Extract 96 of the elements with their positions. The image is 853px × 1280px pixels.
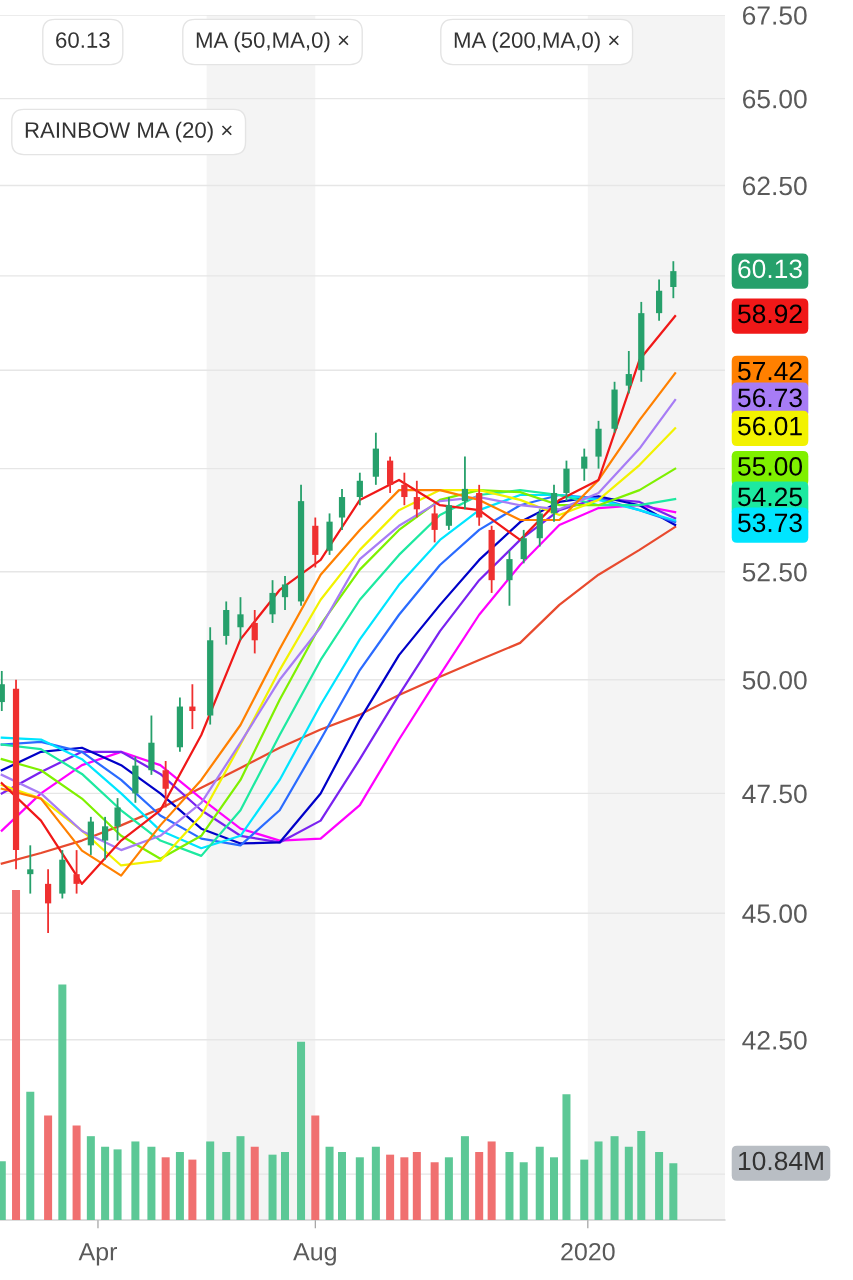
bar [147, 1146, 156, 1220]
y-tick-label: 45.00 [742, 904, 807, 924]
bar [519, 1162, 528, 1220]
bar [12, 890, 21, 1220]
bar [549, 1157, 558, 1220]
annotation: MA (50,MA,0) × [196, 31, 349, 53]
annotation: MA (200,MA,0) × [454, 31, 619, 53]
text: 60.13 [738, 259, 802, 279]
y-tick-label: 42.50 [742, 1030, 807, 1050]
bar [325, 1146, 334, 1220]
candlestick [281, 575, 289, 611]
candlestick [581, 447, 588, 482]
bar [281, 1152, 290, 1220]
candlestick [655, 278, 663, 322]
candlestick [251, 609, 258, 655]
y-tick-label: 62.50 [743, 176, 807, 196]
candlestick [670, 260, 677, 300]
x-tick-label: 2020 [561, 1242, 615, 1261]
bar [386, 1154, 395, 1220]
candlestick [73, 849, 80, 895]
candlestick [461, 455, 469, 511]
text: 56.73 [738, 388, 802, 408]
bar [562, 1094, 571, 1220]
candlestick [87, 815, 94, 856]
bar [58, 984, 67, 1220]
bar [355, 1157, 364, 1220]
candlestick [101, 815, 109, 861]
candlestick [445, 496, 453, 531]
bar [412, 1152, 421, 1220]
bar [637, 1130, 646, 1220]
bar [250, 1146, 259, 1220]
bar [188, 1159, 197, 1220]
bar [101, 1146, 110, 1220]
bar [580, 1159, 589, 1220]
y-tick-label: 65.00 [743, 89, 807, 109]
bar [222, 1152, 231, 1220]
bar [371, 1146, 380, 1220]
bar [460, 1136, 469, 1220]
candlestick [431, 504, 438, 544]
bar [26, 1091, 35, 1220]
text: 55.00 [738, 457, 802, 476]
bar [297, 1041, 306, 1220]
candlestick [550, 483, 558, 523]
candlestick [269, 579, 276, 624]
candlestick [0, 670, 5, 712]
bar [475, 1152, 484, 1220]
bar [400, 1157, 409, 1220]
candlestick [162, 760, 169, 809]
bar [236, 1136, 245, 1220]
x-tick-label: Apr [78, 1243, 118, 1266]
bar [44, 1115, 53, 1220]
bar [206, 1141, 215, 1220]
annotation: 60.13 [56, 32, 110, 48]
candlestick [114, 797, 121, 842]
bar [131, 1141, 140, 1220]
bar [311, 1115, 320, 1220]
bar [535, 1146, 544, 1220]
bar [669, 1163, 678, 1220]
text: 53.73 [738, 513, 802, 533]
candlestick [401, 471, 408, 507]
y-tick-label: 47.50 [742, 784, 807, 804]
bar [624, 1146, 633, 1220]
bar [338, 1152, 347, 1220]
bar [161, 1157, 170, 1220]
annotation: RAINBOW MA (20) × [25, 121, 232, 143]
bar [86, 1136, 95, 1220]
text: 57.42 [738, 361, 802, 381]
text: 54.25 [738, 487, 802, 507]
bar [487, 1141, 496, 1220]
bar [444, 1157, 453, 1220]
x-tick-label: Aug [293, 1243, 336, 1266]
text: 56.01 [738, 416, 802, 436]
bar [594, 1141, 603, 1220]
bar [610, 1136, 619, 1220]
bar [268, 1154, 277, 1220]
candlestick [44, 868, 52, 934]
candlestick [27, 844, 34, 895]
y-tick-label: 50.00 [742, 670, 807, 690]
text: 58.92 [738, 304, 802, 324]
y-tick-label: 52.50 [742, 562, 807, 582]
candlestick [237, 596, 244, 642]
bar [505, 1152, 514, 1220]
candlestick [413, 479, 420, 519]
candlestick [189, 683, 196, 730]
candlestick [356, 471, 363, 507]
candlestick [625, 350, 632, 395]
y-tick-label: 67.50 [743, 6, 807, 25]
candlestick [506, 549, 513, 607]
bar [655, 1152, 664, 1220]
bar [72, 1125, 81, 1220]
bar [113, 1149, 122, 1220]
candlestick [520, 529, 527, 565]
bar [175, 1152, 184, 1220]
text: 10.84M [739, 1151, 823, 1171]
bar [430, 1162, 439, 1220]
candlestick [338, 487, 346, 531]
